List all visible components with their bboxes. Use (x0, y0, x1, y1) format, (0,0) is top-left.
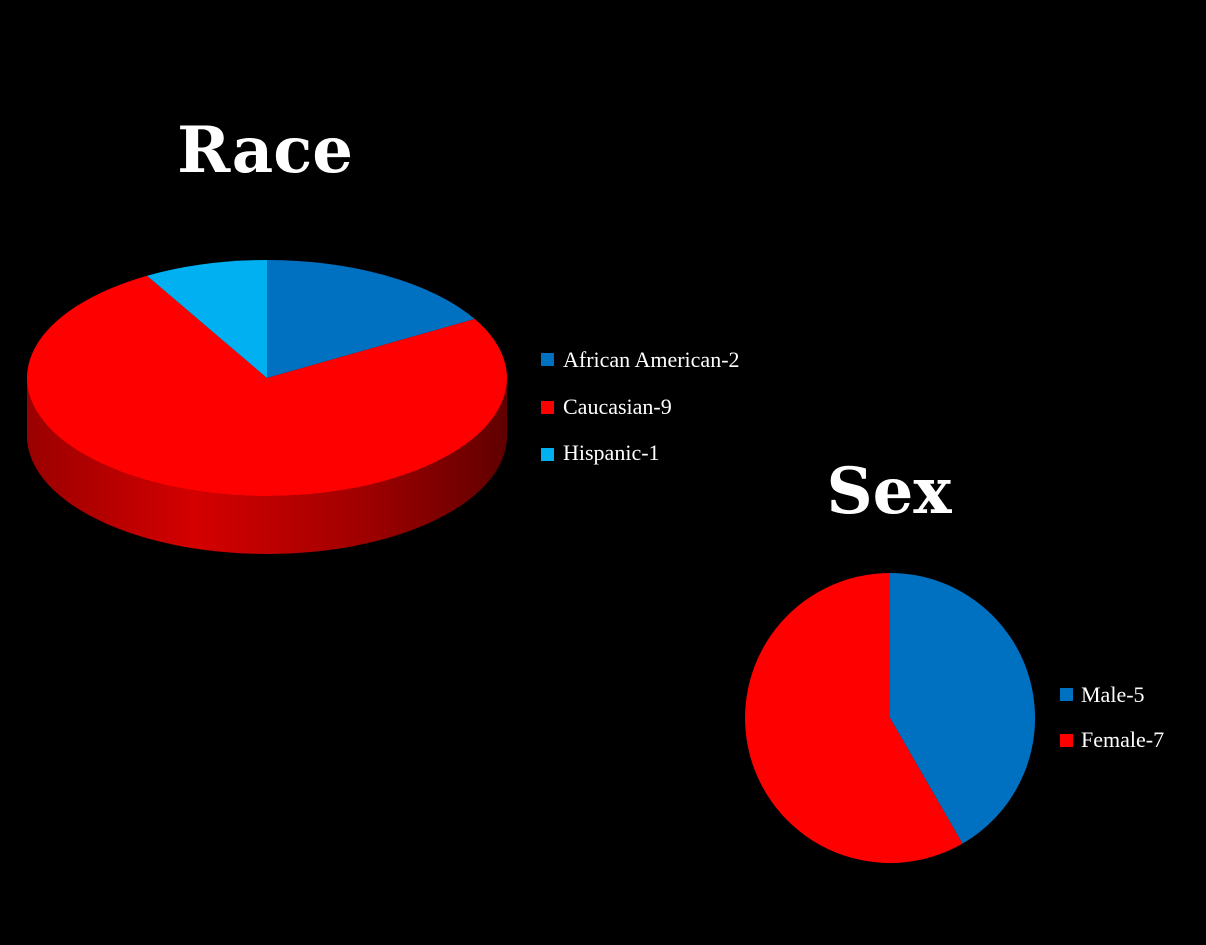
sex-chart: Sex Male-5 Female-7 (745, 454, 1164, 863)
race-legend-swatch-2 (541, 448, 554, 461)
race-pie-side (27, 378, 507, 554)
race-legend-item-1: Caucasian-9 (541, 394, 672, 419)
race-slice-african-american-2 (267, 260, 475, 378)
race-pie (26, 260, 507, 554)
race-legend-swatch-1 (541, 401, 554, 414)
sex-legend-swatch-0 (1060, 688, 1073, 701)
sex-legend-swatch-1 (1060, 734, 1073, 747)
race-slice-hispanic-1 (147, 260, 267, 378)
sex-legend-label-1: Female-7 (1081, 727, 1164, 752)
race-chart: Race African American-2 Caucasian-9 Hisp… (26, 113, 740, 554)
race-legend-item-0: African American-2 (541, 347, 740, 372)
race-legend-label-1: Caucasian-9 (563, 394, 672, 419)
race-slice-caucasian-9 (26, 275, 507, 497)
sex-slice-female-7 (745, 573, 963, 863)
sex-legend-label-0: Male-5 (1081, 682, 1145, 707)
sex-pie (745, 573, 1036, 863)
sex-legend: Male-5 Female-7 (1060, 682, 1164, 752)
sex-legend-item-1: Female-7 (1060, 727, 1164, 752)
race-legend-swatch-0 (541, 353, 554, 366)
sex-legend-item-0: Male-5 (1060, 682, 1145, 707)
sex-chart-title: Sex (826, 454, 952, 529)
race-legend-label-0: African American-2 (563, 347, 740, 372)
race-chart-title: Race (177, 113, 353, 188)
race-legend-label-2: Hispanic-1 (563, 440, 660, 465)
race-legend-item-2: Hispanic-1 (541, 440, 660, 465)
sex-slice-male-5 (890, 573, 1036, 844)
race-legend: African American-2 Caucasian-9 Hispanic-… (541, 347, 740, 465)
